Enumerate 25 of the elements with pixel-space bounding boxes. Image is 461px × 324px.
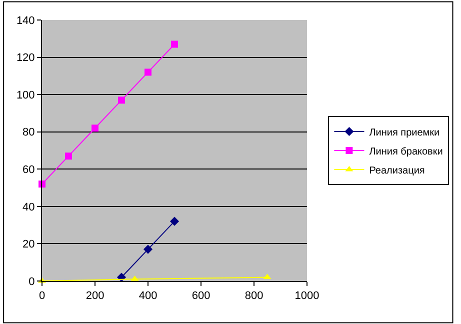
legend-label: Реализация	[369, 165, 425, 176]
y-tick-label: 40	[22, 201, 35, 214]
legend-label: Линия приемки	[369, 127, 440, 138]
point	[65, 152, 72, 160]
point	[263, 274, 272, 280]
legend-label: Линия браковки	[369, 146, 443, 158]
y-tick-label: 0	[28, 276, 35, 288]
y-tick-label: 140	[16, 14, 35, 27]
point	[143, 244, 153, 254]
y-tick-label: 20	[22, 238, 35, 251]
point	[118, 96, 125, 104]
point	[170, 216, 180, 226]
point	[171, 40, 178, 48]
point	[92, 124, 98, 132]
x-tick-label: 600	[192, 290, 210, 302]
x-tick-label: 800	[244, 290, 264, 302]
point	[144, 68, 152, 76]
y-tick-label: 100	[16, 89, 35, 102]
y-tick-label: 60	[22, 164, 35, 176]
x-tick-label: 400	[138, 290, 158, 302]
x-tick-label: 0	[38, 290, 46, 302]
y-tick-label: 80	[22, 126, 35, 139]
y-tick-label: 120	[16, 52, 35, 64]
x-tick-label: 1000	[294, 290, 320, 302]
x-tick-label: 200	[86, 290, 104, 302]
